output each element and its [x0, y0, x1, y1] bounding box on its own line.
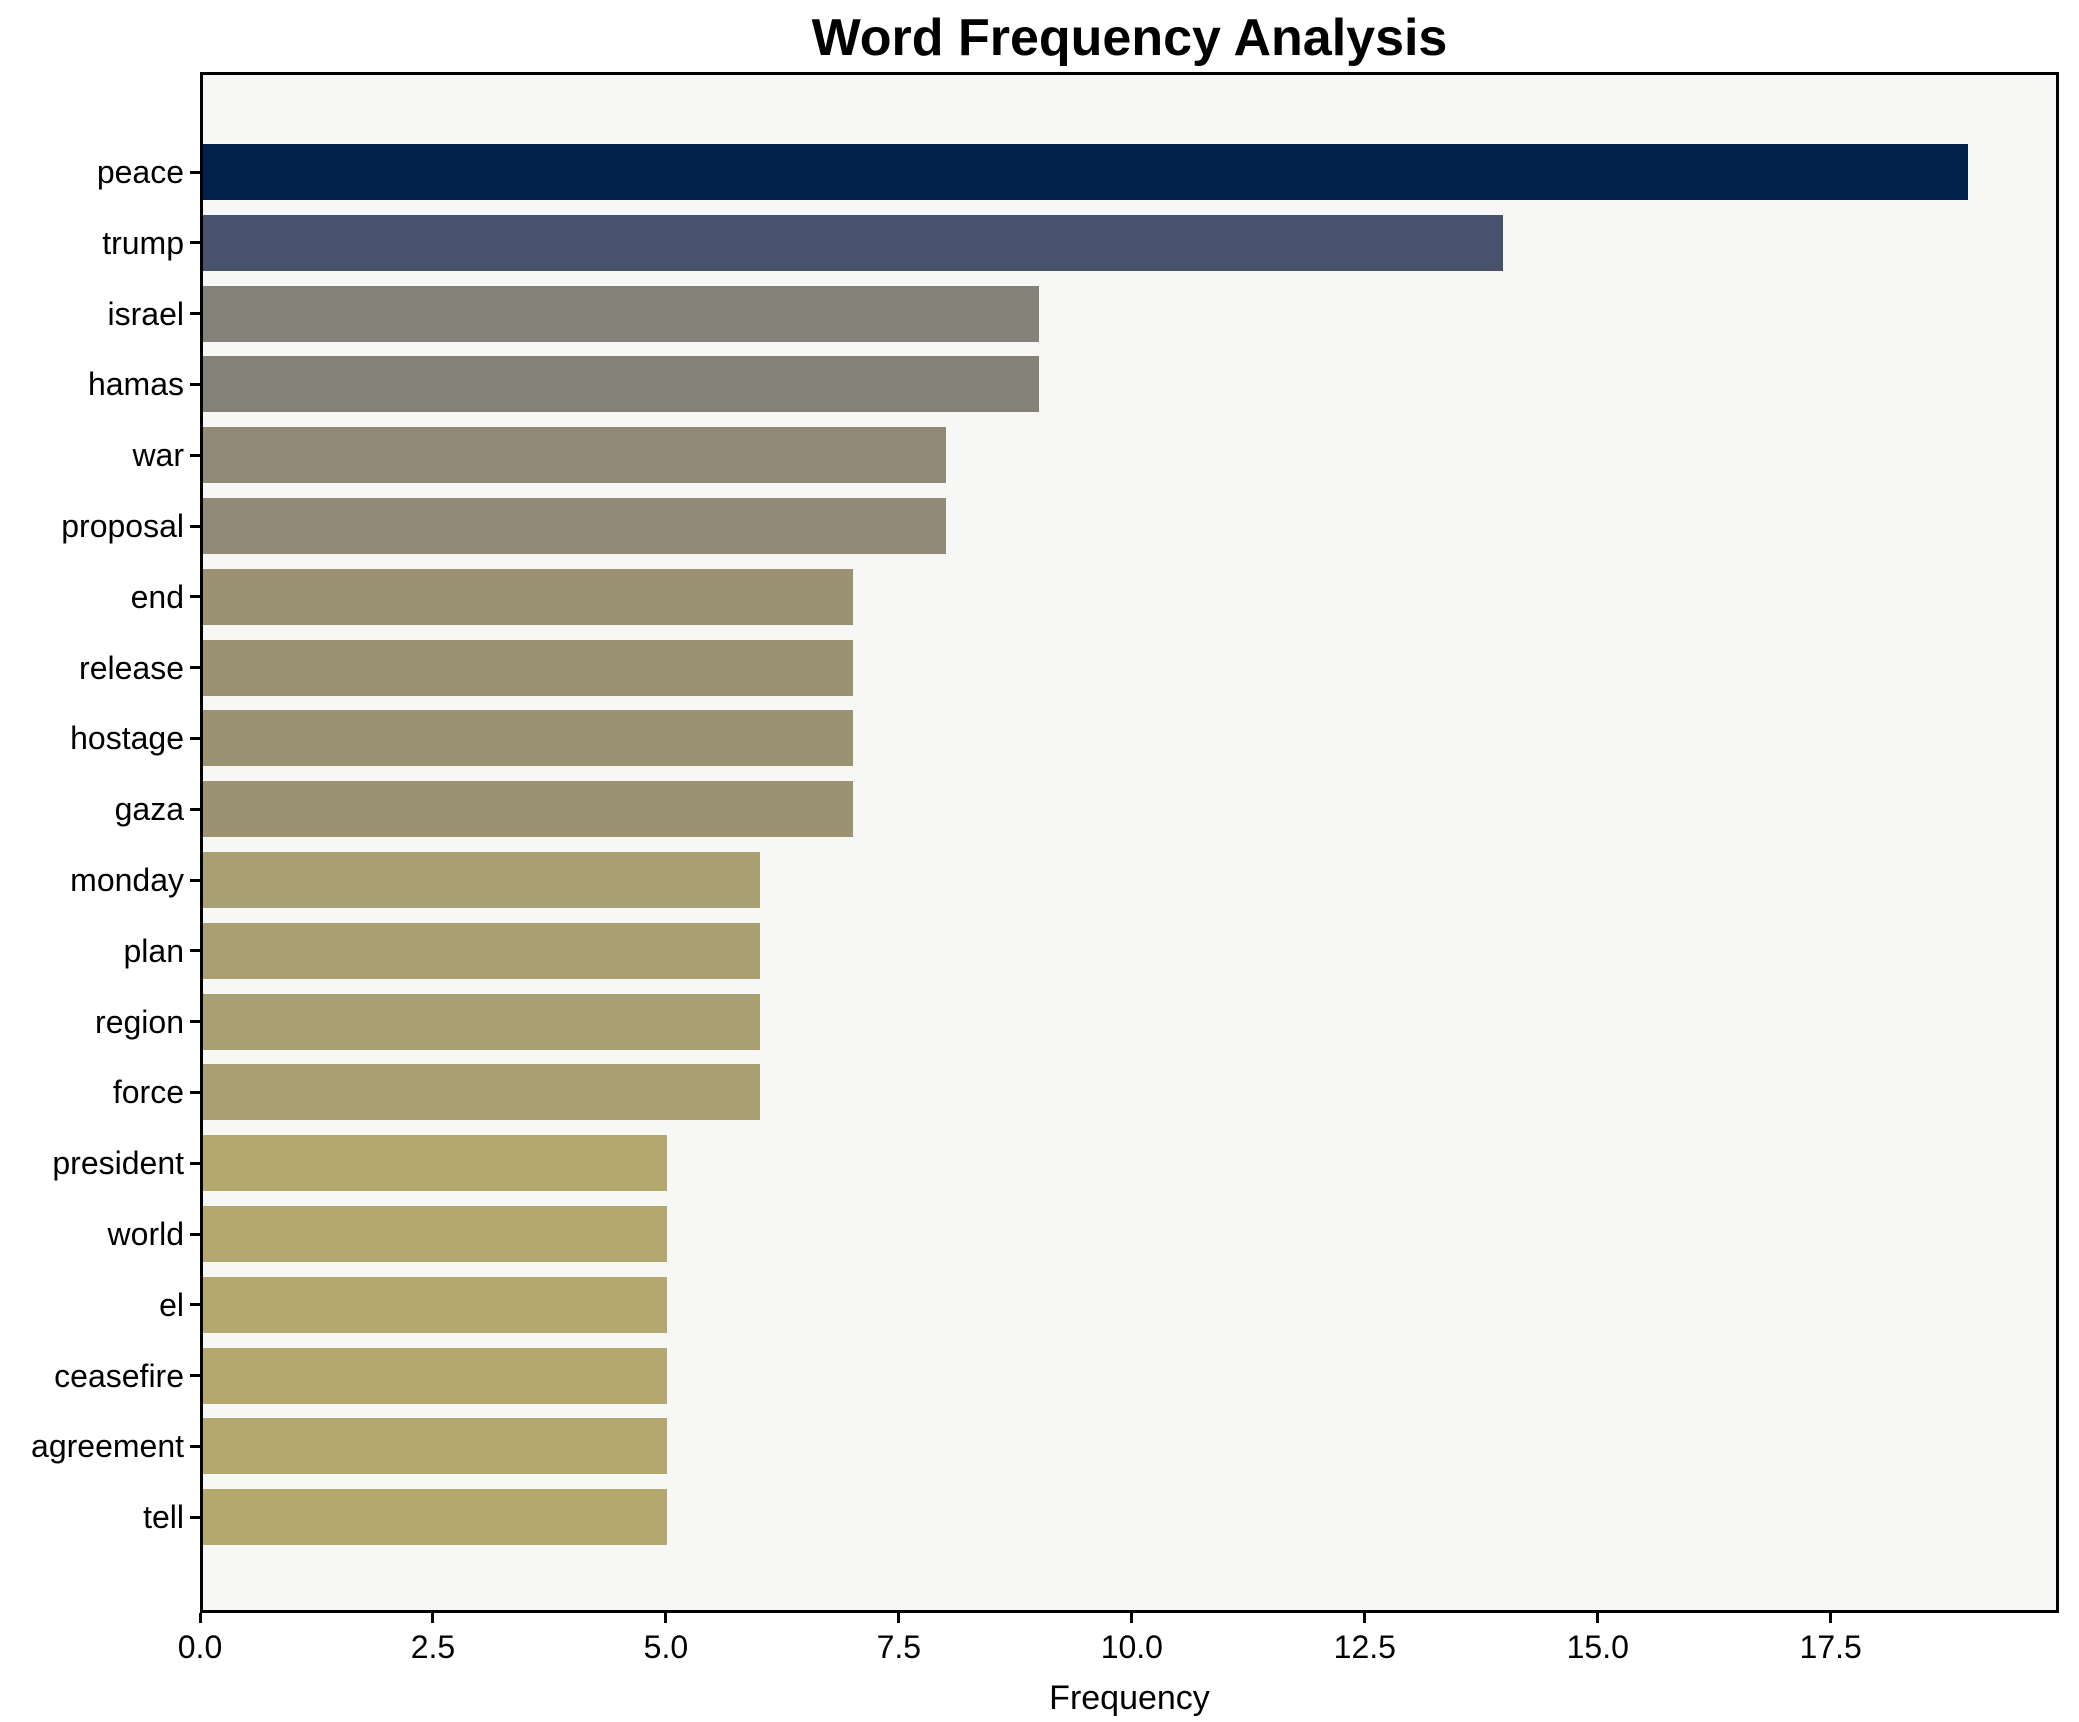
y-label-israel: israel — [107, 295, 184, 332]
y-tick-mark — [190, 1374, 200, 1378]
y-tick-mark — [190, 666, 200, 670]
y-tick-mark — [190, 312, 200, 316]
x-tick-mark — [1596, 1613, 1600, 1623]
x-tick-label: 2.5 — [410, 1629, 456, 1665]
x-tick-mark — [1829, 1613, 1833, 1623]
y-axis-labels: peace trump israel hamas war proposal end relea… — [0, 0, 184, 1722]
y-label-tell: tell — [143, 1499, 184, 1536]
bar-plan — [203, 922, 761, 979]
bar-proposal — [203, 498, 947, 554]
y-label-world: world — [107, 1216, 184, 1252]
bar-tell — [203, 1489, 668, 1546]
y-label-force: force — [112, 1074, 184, 1111]
x-tick-label: 0.0 — [177, 1629, 223, 1665]
y-tick-mark — [190, 1020, 200, 1024]
y-label-gaza: gaza — [114, 791, 184, 828]
y-label-proposal: proposal — [61, 508, 184, 544]
y-tick-mark — [190, 1444, 200, 1448]
bar-hamas — [203, 356, 1039, 413]
bar-monday — [203, 852, 761, 908]
x-tick-mark — [1130, 1613, 1134, 1623]
bar-president — [203, 1135, 668, 1192]
bar-trump — [203, 214, 1504, 271]
y-tick-mark — [190, 878, 200, 882]
bar-agreement — [203, 1418, 668, 1475]
bar-region — [203, 993, 761, 1050]
y-label-plan: plan — [123, 932, 185, 969]
bar-el — [203, 1276, 668, 1333]
x-tick-label: 12.5 — [1333, 1629, 1396, 1665]
y-tick-mark — [190, 1515, 200, 1519]
x-tick-mark — [664, 1613, 668, 1623]
x-tick-mark — [897, 1613, 901, 1623]
y-label-trump: trump — [102, 224, 184, 261]
x-tick-mark — [198, 1613, 202, 1623]
bar-force — [203, 1064, 761, 1121]
y-label-hostage: hostage — [70, 720, 184, 757]
x-tick-label: 7.5 — [876, 1629, 922, 1665]
y-label-war: war — [132, 437, 184, 474]
y-tick-mark — [190, 170, 200, 174]
y-label-agreement: agreement — [31, 1428, 184, 1465]
y-tick-mark — [190, 241, 200, 245]
bar-war — [203, 427, 947, 484]
y-tick-mark — [190, 453, 200, 457]
y-tick-mark — [190, 1303, 200, 1307]
y-label-el: el — [159, 1286, 184, 1323]
y-tick-mark — [190, 524, 200, 528]
y-label-release: release — [79, 649, 184, 686]
x-axis-label: Frequency — [1049, 1679, 1210, 1717]
bar-israel — [203, 285, 1039, 342]
y-tick-mark — [190, 949, 200, 953]
chart-title: Word Frequency Analysis — [811, 9, 1448, 67]
x-tick-mark — [1363, 1613, 1367, 1623]
y-tick-mark — [190, 382, 200, 386]
y-tick-mark — [190, 595, 200, 599]
x-tick-mark — [431, 1613, 435, 1623]
bar-ceasefire — [203, 1347, 668, 1404]
y-label-hamas: hamas — [87, 366, 184, 403]
x-tick-label: 10.0 — [1100, 1629, 1163, 1665]
bar-world — [203, 1206, 668, 1262]
bar-end — [203, 568, 854, 625]
y-label-region: region — [95, 1003, 184, 1040]
y-tick-mark — [190, 807, 200, 811]
bar-release — [203, 639, 854, 696]
y-label-ceasefire: ceasefire — [54, 1357, 184, 1394]
x-tick-label: 5.0 — [643, 1629, 689, 1665]
y-label-president: president — [52, 1145, 184, 1182]
y-tick-mark — [190, 1090, 200, 1094]
plot-area — [200, 72, 2059, 1613]
y-label-end: end — [130, 578, 184, 615]
y-tick-mark — [190, 736, 200, 740]
bar-hostage — [203, 710, 854, 767]
y-tick-mark — [190, 1232, 200, 1236]
bar-gaza — [203, 781, 854, 838]
y-tick-mark — [190, 1161, 200, 1165]
x-tick-label: 17.5 — [1799, 1629, 1862, 1665]
bar-peace — [203, 144, 1968, 200]
x-tick-label: 15.0 — [1566, 1629, 1629, 1665]
y-label-peace: peace — [96, 154, 184, 190]
y-label-monday: monday — [70, 862, 184, 898]
